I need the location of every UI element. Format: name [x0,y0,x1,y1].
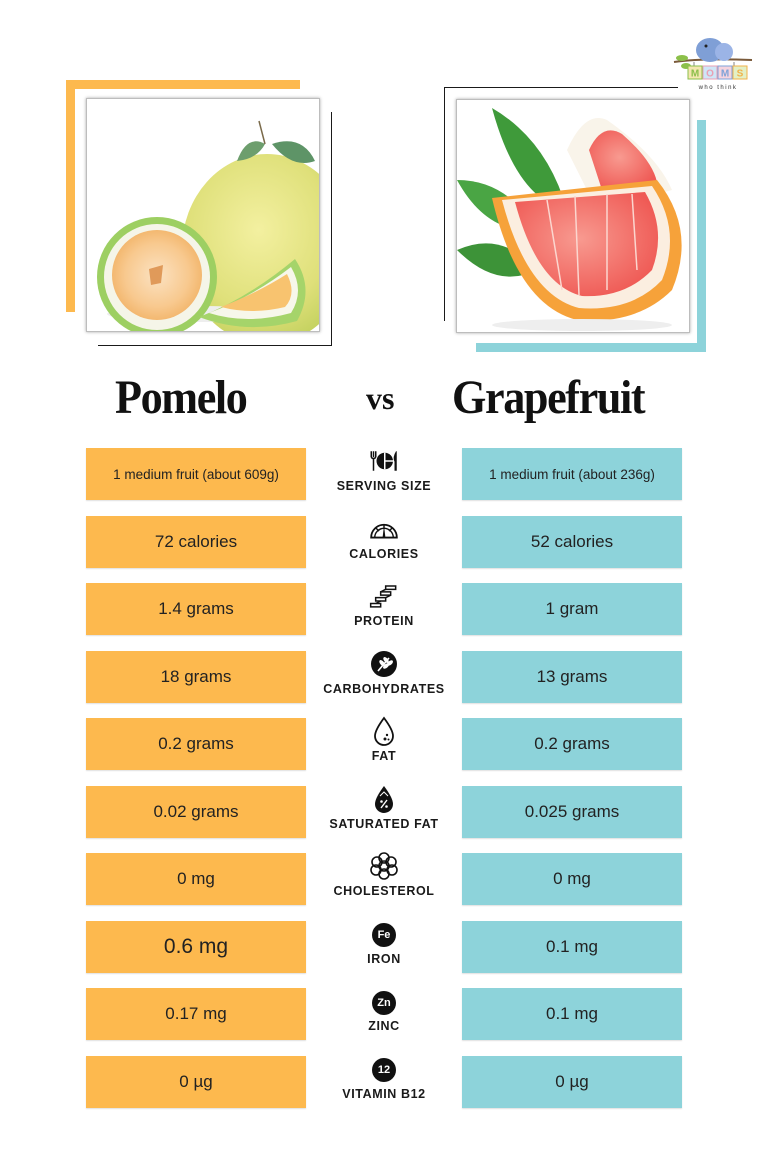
cholesterol-label-group: CHOLESTEROL [318,851,450,911]
wheat-icon [369,649,399,679]
pomelo-calories-value: 72 calories [86,515,306,568]
gauge-icon [369,514,399,544]
grapefruit-protein-value: 1 gram [462,583,682,635]
comparison-row-protein: 1.4 grams PROTEIN 1 gram [0,583,768,639]
zn-badge-icon: Zn [369,986,399,1016]
comparison-row-calories: 72 calories CALORIES 52 calories [0,514,768,574]
grapefruit-vitamin-b12-value: 0 µg [462,1055,682,1108]
pomelo-illustration [97,120,319,331]
fe-badge-icon: Fe [369,919,399,949]
moms-who-think-logo: M O M S who think [672,36,756,96]
protein-label-group: PROTEIN [318,581,450,641]
comparison-row-iron: 0.6 mg Fe IRON 0.1 mg [0,919,768,979]
pomelo-frame-accent-left [66,80,75,312]
pomelo-frame-outline [98,112,332,346]
fat-label-group: FAT [318,716,450,776]
grapefruit-calories-value: 52 calories [462,515,682,568]
grapefruit-frame-accent-right [697,120,706,352]
calories-label: CALORIES [349,546,419,561]
pomelo-fat-value: 0.2 grams [86,718,306,770]
grapefruit-fat-value: 0.2 grams [462,718,682,770]
drop-icon [369,716,399,746]
pomelo-protein-value: 1.4 grams [86,583,306,635]
cholesterol-cluster-icon [369,851,399,881]
grapefruit-saturated-fat-value: 0.025 grams [462,785,682,838]
comparison-row-cholesterol: 0 mg CHOLESTEROL 0 mg [0,851,768,911]
grapefruit-illustration [457,108,682,331]
pomelo-carbohydrates-value: 18 grams [86,650,306,703]
pomelo-iron-value: 0.6 mg [86,920,306,973]
svg-text:M: M [721,69,729,80]
grapefruit-frame-accent-bottom [476,343,706,352]
pomelo-vitamin-b12-value: 0 µg [86,1055,306,1108]
zinc-label-group: Zn ZINC [318,986,450,1046]
fat-label: FAT [371,749,397,763]
grapefruit-photo [456,99,690,333]
pomelo-photo [86,98,320,332]
saturated-fat-label: SATURATED FAT [329,816,439,831]
carbohydrates-label: CARBOHYDRATES [323,681,445,696]
b12-badge-text: 12 [372,1058,396,1082]
calories-label-group: CALORIES [318,514,450,574]
svg-text:O: O [706,69,714,80]
percent-drop-icon [369,784,399,814]
grapefruit-zinc-value: 0.1 mg [462,988,682,1040]
protein-label: PROTEIN [354,614,414,628]
cholesterol-label: CHOLESTEROL [333,884,435,898]
comparison-row-carbohydrates: 18 grams CARBOHYDRATES 13 grams [0,649,768,709]
carbohydrates-label-group: CARBOHYDRATES [318,649,450,709]
comparison-row-saturated-fat: 0.02 grams SATURATED FAT 0.025 grams [0,784,768,844]
grapefruit-carbohydrates-value: 13 grams [462,650,682,703]
vitamin-b12-label: VITAMIN B12 [342,1086,426,1101]
zinc-label: ZINC [368,1019,400,1033]
comparison-row-fat: 0.2 grams FAT 0.2 grams [0,716,768,776]
fe-badge-text: Fe [372,923,396,947]
svg-text:M: M [691,69,699,80]
right-fruit-title: Grapefruit [452,371,646,424]
zn-badge-text: Zn [372,990,396,1015]
grapefruit-serving-size-value: 1 medium fruit (about 236g) [462,448,682,500]
vitamin-b12-label-group: 12 VITAMIN B12 [318,1054,450,1114]
svg-text:S: S [737,69,744,80]
bird-logo-icon: M O M S who think [673,38,753,91]
pomelo-serving-size-value: 1 medium fruit (about 609g) [86,448,306,500]
grapefruit-cholesterol-value: 0 mg [462,853,682,905]
grapefruit-frame-outline [444,87,678,321]
iron-label: IRON [367,951,401,966]
saturated-fat-label-group: SATURATED FAT [318,784,450,844]
comparison-row-serving-size: 1 medium fruit (about 609g) SERVING SIZE… [0,448,768,504]
pomelo-cholesterol-value: 0 mg [86,853,306,905]
pomelo-zinc-value: 0.17 mg [86,988,306,1040]
left-fruit-title: Pomelo [115,371,248,424]
b12-badge-icon: 12 [369,1054,399,1084]
serving-size-label: SERVING SIZE [336,479,432,493]
comparison-row-vitamin-b12: 0 µg 12 VITAMIN B12 0 µg [0,1054,768,1114]
grapefruit-iron-value: 0.1 mg [462,920,682,973]
pomelo-saturated-fat-value: 0.02 grams [86,785,306,838]
plate-cutlery-icon [369,446,399,476]
svg-text:who think: who think [698,85,738,91]
vs-label: vs [366,380,395,416]
protein-strand-icon [369,581,399,611]
pomelo-frame-accent-top [66,80,300,89]
comparison-row-zinc: 0.17 mg Zn ZINC 0.1 mg [0,988,768,1044]
iron-label-group: Fe IRON [318,919,450,979]
serving-size-label-group: SERVING SIZE [318,446,450,506]
